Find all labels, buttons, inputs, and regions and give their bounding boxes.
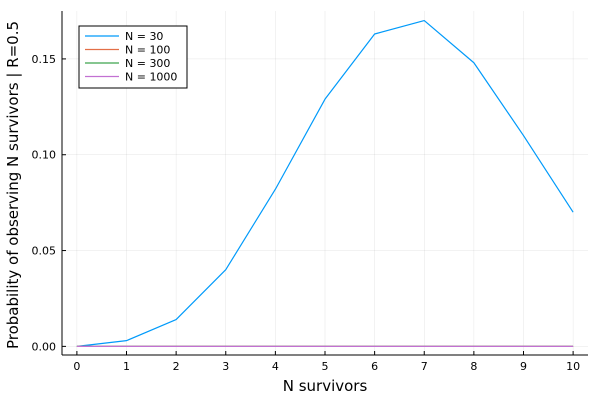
legend-label-4: N = 1000: [125, 71, 177, 84]
x-tick-label: 6: [371, 360, 378, 373]
x-tick-label: 0: [73, 360, 80, 373]
x-tick-label: 9: [520, 360, 527, 373]
y-tick-label: 0.15: [32, 53, 57, 66]
legend-label-3: N = 300: [125, 57, 170, 70]
x-tick-label: 4: [272, 360, 279, 373]
y-tick-label: 0.00: [32, 340, 57, 353]
legend-label-2: N = 100: [125, 44, 170, 57]
x-tick-label: 3: [222, 360, 229, 373]
x-axis-label: N survivors: [283, 377, 368, 395]
y-tick-label: 0.05: [32, 245, 57, 258]
legend-label-1: N = 30: [125, 30, 163, 43]
x-tick-label: 2: [173, 360, 180, 373]
x-tick-label: 8: [470, 360, 477, 373]
x-tick-label: 7: [421, 360, 428, 373]
y-axis-label: Probability of observing N survivors | R…: [4, 21, 22, 349]
x-tick-label: 10: [566, 360, 580, 373]
x-tick-label: 5: [322, 360, 329, 373]
x-tick-label: 1: [123, 360, 130, 373]
y-tick-label: 0.10: [32, 149, 57, 162]
axis-ticks: 0 1 2 3 4 5 6 7 8 9 10 0.00 0.05 0.10 0.15: [32, 53, 581, 373]
